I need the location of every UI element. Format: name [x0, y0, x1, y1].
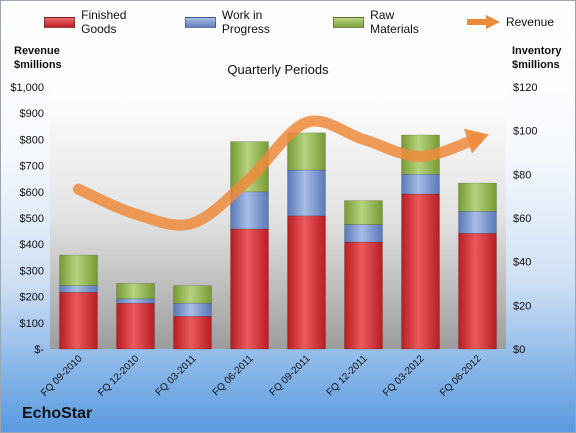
category-label: FQ 06-2012 — [438, 353, 484, 399]
left-tick-label: $300 — [20, 265, 44, 277]
bar-finished-goods — [401, 193, 440, 350]
left-tick-label: $- — [34, 344, 44, 356]
bar-group — [59, 132, 497, 350]
right-tick-label: $0 — [513, 344, 525, 356]
legend: Finished Goods Work in Progress Raw Mate… — [44, 8, 576, 36]
left-tick-label: $500 — [20, 213, 44, 225]
category-label: FQ 12-2011 — [325, 353, 370, 398]
left-tick-label: $400 — [20, 239, 44, 251]
company-name: EchoStar — [22, 405, 93, 422]
right-axis-title: Inventory $millions — [512, 44, 562, 72]
bar-raw-materials — [116, 283, 155, 300]
bar-finished-goods — [59, 291, 98, 350]
bar-finished-goods — [230, 228, 269, 350]
legend-swatch-raw-materials — [333, 16, 365, 28]
left-tick-label: $800 — [20, 134, 44, 146]
legend-item-work-in-progress: Work in Progress — [184, 8, 311, 36]
category-label: FQ 12-2010 — [96, 353, 142, 399]
bar-work-in-progress — [116, 298, 155, 304]
bar-work-in-progress — [59, 285, 98, 293]
bar-work-in-progress — [401, 174, 440, 195]
revenue-arrowhead — [463, 128, 489, 154]
legend-label-work-in-progress: Work in Progress — [221, 8, 270, 36]
category-label: FQ 03-2012 — [381, 353, 427, 399]
left-axis-title-line-2: $millions — [14, 59, 62, 71]
right-axis-title-line-2: $millions — [512, 59, 560, 71]
category-label: FQ 09-2011 — [268, 353, 313, 398]
right-tick-label: $120 — [513, 82, 537, 94]
bar-raw-materials — [59, 254, 98, 286]
left-tick-label: $100 — [20, 318, 44, 330]
left-tick-label: $900 — [20, 108, 44, 120]
left-axis-title-line-1: Revenue — [14, 45, 60, 57]
revenue-line-group — [73, 115, 489, 231]
bar-raw-materials — [458, 182, 497, 212]
bar-finished-goods — [173, 315, 212, 350]
category-label: FQ 06-2011 — [211, 353, 256, 398]
left-tick-label: $600 — [20, 187, 44, 199]
legend-item-finished-goods: Finished Goods — [44, 8, 163, 36]
bar-work-in-progress — [344, 224, 383, 243]
legend-swatch-finished-goods — [44, 16, 76, 28]
category-axis: FQ 09-2010 FQ 12-2010 FQ 03-2011 FQ 06-2011… — [39, 353, 484, 399]
left-tick-label: $700 — [20, 161, 44, 173]
bar-raw-materials — [173, 285, 212, 304]
right-tick-label: $20 — [513, 300, 531, 312]
bar-finished-goods — [344, 241, 383, 350]
legend-label-finished-goods: Finished Goods — [81, 8, 127, 36]
bar-work-in-progress — [173, 302, 212, 317]
bar-finished-goods — [287, 215, 326, 350]
bar-raw-materials — [344, 200, 383, 225]
right-tick-label: $60 — [513, 213, 531, 225]
right-tick-label: $40 — [513, 257, 531, 269]
legend-arrow-icon — [466, 15, 500, 29]
right-tick-label: $100 — [513, 126, 537, 138]
legend-label-raw-materials: Raw Materials — [370, 8, 419, 36]
bar-raw-materials — [287, 132, 326, 171]
bar-finished-goods — [458, 232, 497, 350]
right-tick-label: $80 — [513, 169, 531, 181]
legend-item-revenue: Revenue — [466, 15, 554, 29]
category-label: FQ 09-2010 — [39, 353, 85, 399]
legend-swatch-work-in-progress — [184, 16, 216, 28]
bar-work-in-progress — [458, 211, 497, 234]
left-tick-label: $1,000 — [10, 82, 44, 94]
bar-work-in-progress — [287, 169, 326, 217]
right-axis-title-line-1: Inventory — [512, 45, 562, 57]
legend-item-raw-materials: Raw Materials — [333, 8, 444, 36]
legend-label-revenue: Revenue — [505, 15, 554, 29]
right-axis: $0 $20 $40 $60 $80 $100 $120 — [513, 82, 537, 356]
chart-title: Quarterly Periods — [227, 62, 329, 77]
category-label: FQ 03-2011 — [154, 353, 199, 398]
revenue-line — [73, 115, 483, 231]
left-tick-label: $200 — [20, 292, 44, 304]
bar-finished-goods — [116, 302, 155, 350]
left-axis: $- $100 $200 $300 $400 $500 $600 $700 $800 $900 $1… — [10, 82, 44, 356]
left-axis-title: Revenue $millions — [14, 44, 62, 72]
